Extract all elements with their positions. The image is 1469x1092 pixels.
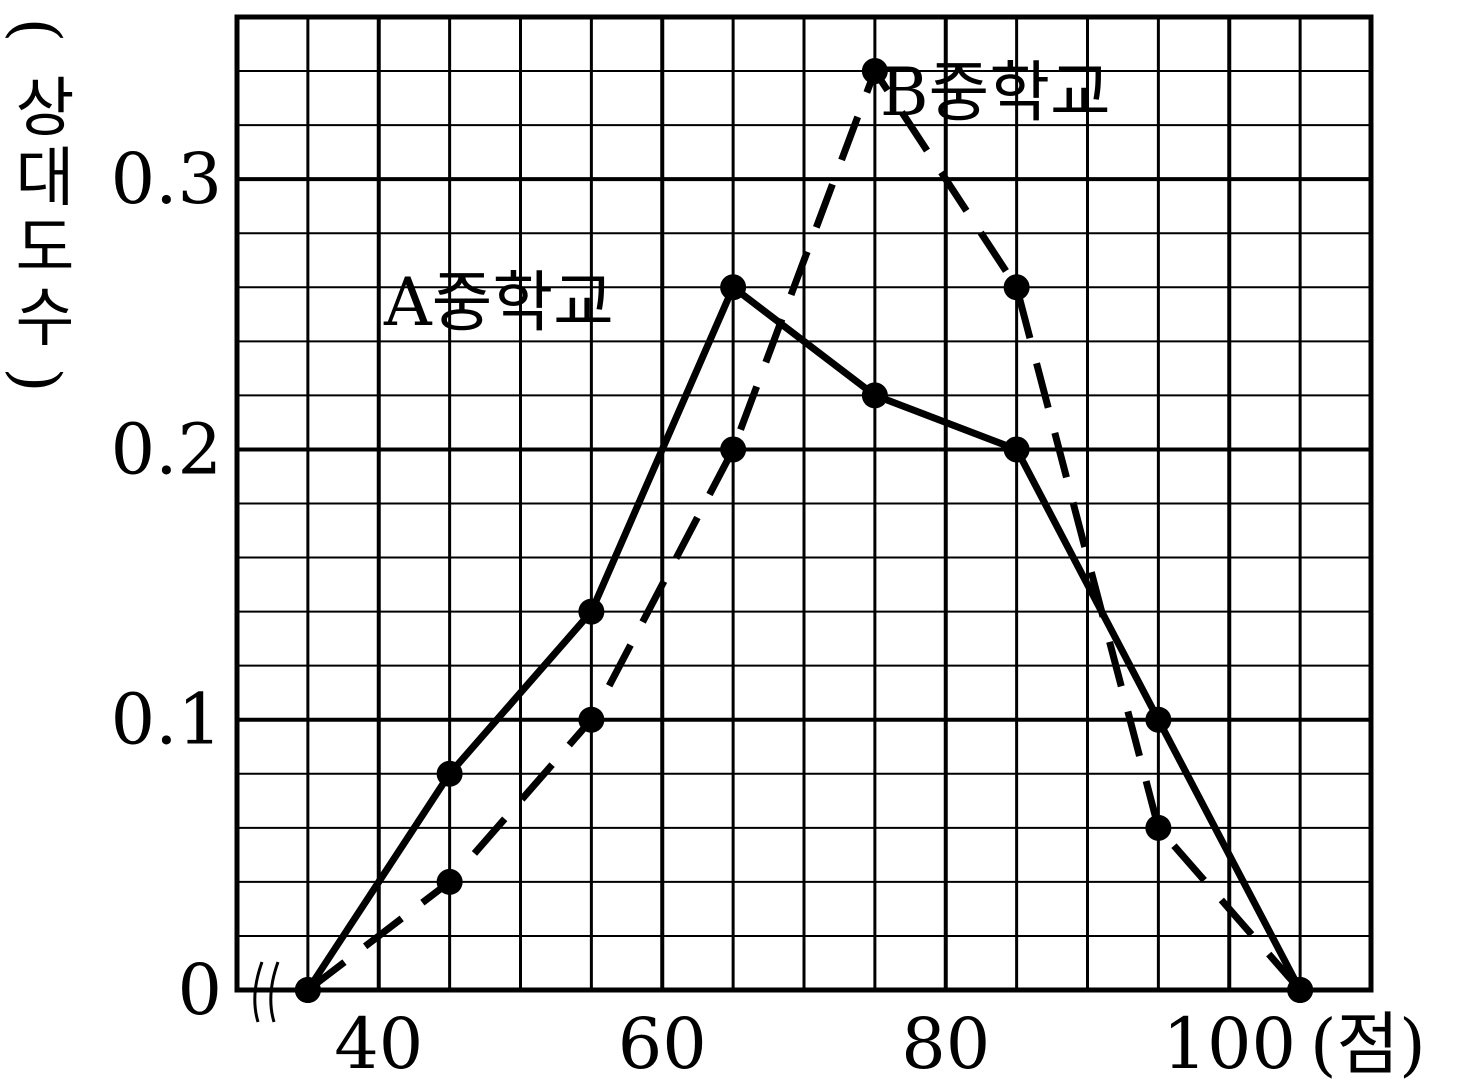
series-label-a: A중학교	[383, 264, 614, 341]
y-axis-label-char: 도	[16, 212, 75, 286]
axis-break-mark	[253, 961, 280, 1023]
grid-lines	[237, 17, 1371, 990]
y-axis-label-char: 수	[16, 282, 75, 356]
data-point	[436, 868, 463, 895]
series-label-b: B중학교	[880, 54, 1111, 131]
x-tick-label: 80	[901, 1003, 990, 1085]
y-axis-label-char: )	[0, 368, 73, 393]
x-tick-label: 40	[334, 1003, 423, 1085]
x-axis-label: (점)	[1310, 1006, 1426, 1085]
data-point	[1145, 814, 1172, 841]
axis-break-stroke	[253, 961, 264, 1023]
data-point	[294, 977, 321, 1003]
y-tick-label: 0.3	[111, 138, 222, 220]
axis-break-stroke	[269, 961, 280, 1023]
y-axis-label-char: 상	[16, 72, 75, 146]
data-point	[861, 58, 888, 85]
data-point	[1003, 436, 1030, 463]
x-tick-label: 100	[1162, 1003, 1296, 1085]
data-point	[1287, 977, 1314, 1003]
x-tick-label: 60	[618, 1003, 707, 1085]
y-tick-label: 0	[177, 949, 222, 1031]
y-tick-label: 0.2	[111, 408, 222, 490]
y-tick-label: 0.1	[111, 679, 222, 761]
data-point	[720, 274, 747, 301]
series-line	[305, 67, 1303, 993]
series-line	[304, 283, 1304, 992]
data-point	[578, 706, 605, 733]
data-point	[1003, 274, 1030, 301]
y-axis-label-char: (	[0, 18, 73, 43]
y-axis-label-char: 대	[16, 142, 75, 216]
data-point	[720, 436, 747, 463]
series-b	[294, 58, 1314, 1003]
series-layer	[294, 58, 1314, 1003]
data-point	[578, 598, 605, 625]
tick-labels: 40 60 80 100 0 0.1 0.2 0.3	[111, 138, 1296, 1085]
data-point	[861, 382, 888, 409]
data-point	[1145, 706, 1172, 733]
data-point	[436, 760, 463, 787]
plot-frame	[234, 14, 1374, 993]
